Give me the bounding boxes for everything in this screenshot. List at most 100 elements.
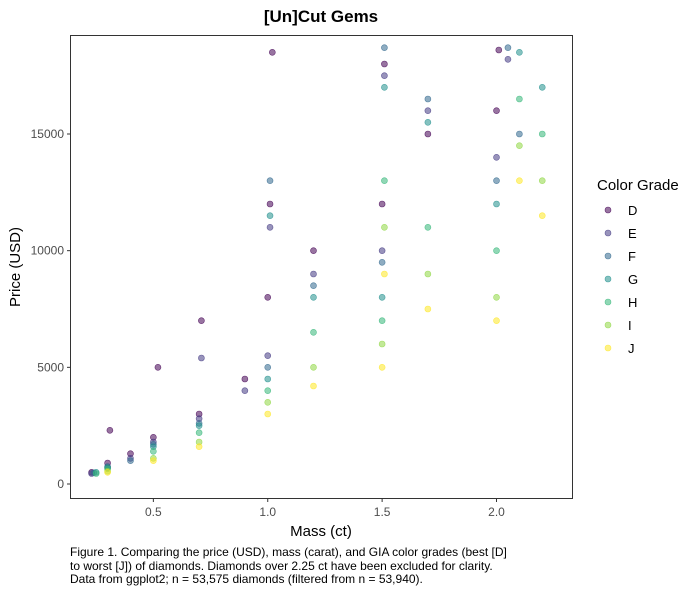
y-tick-label: 15000 <box>31 127 65 141</box>
data-point <box>381 44 388 51</box>
legend-key <box>604 344 612 352</box>
caption-line: to worst [J]) of diamonds. Diamonds over… <box>70 558 493 573</box>
data-point <box>150 457 157 464</box>
data-point <box>424 130 432 138</box>
series-H <box>92 95 546 477</box>
data-point <box>264 387 272 394</box>
data-point <box>424 107 432 114</box>
data-point <box>516 49 523 56</box>
legend-label: G <box>628 272 638 287</box>
data-point <box>378 340 386 348</box>
data-point <box>264 294 272 301</box>
data-point <box>493 200 500 208</box>
y-tick-label: 10000 <box>31 244 65 258</box>
x-tick-label: 1.5 <box>374 505 391 519</box>
data-point <box>310 364 317 371</box>
y-tick-label: 5000 <box>37 360 64 374</box>
data-point <box>310 382 317 390</box>
data-point <box>104 469 111 476</box>
data-point <box>381 60 388 68</box>
x-axis-label: Mass (ct) <box>290 523 352 540</box>
data-point <box>378 294 386 301</box>
series-I <box>104 142 546 475</box>
series-D <box>88 46 503 476</box>
data-point <box>195 429 203 436</box>
data-point <box>241 387 249 394</box>
legend-label: E <box>628 226 637 241</box>
legend-label: D <box>628 203 637 218</box>
data-point <box>378 259 386 266</box>
data-point <box>92 470 100 477</box>
data-point <box>195 443 203 450</box>
plot-area <box>88 44 546 477</box>
data-point <box>269 49 276 56</box>
data-point <box>310 329 317 336</box>
series-F <box>90 44 523 477</box>
data-point <box>266 200 274 208</box>
figure-caption: Figure 1. Comparing the price (USD), mas… <box>70 545 670 587</box>
data-point <box>424 119 432 126</box>
legend-key <box>604 275 612 283</box>
x-tick-label: 1.0 <box>259 505 276 519</box>
data-point <box>493 107 500 114</box>
data-point <box>538 177 546 184</box>
data-point <box>538 84 546 91</box>
data-point <box>516 142 523 149</box>
data-point <box>493 177 500 184</box>
data-point <box>504 44 512 51</box>
data-point <box>381 224 388 231</box>
caption-line: Data from ggplot2; n = 53,575 diamonds (… <box>70 572 423 586</box>
data-point <box>266 224 274 231</box>
data-point <box>310 282 317 289</box>
data-point <box>106 427 114 434</box>
series-G <box>92 49 546 476</box>
legend-key <box>604 206 612 214</box>
series-J <box>104 177 546 476</box>
data-point <box>264 375 272 383</box>
data-point <box>538 130 546 138</box>
data-point <box>495 46 503 54</box>
data-point <box>378 247 386 254</box>
data-point <box>381 72 388 79</box>
axes: 0.5 1.0 1.5 2.0 0 5000 10000 15000 <box>31 127 506 519</box>
chart-title: [Un]Cut Gems <box>264 7 378 26</box>
caption-line: Figure 1. Comparing the price (USD), mas… <box>70 545 507 559</box>
legend-label: H <box>628 295 637 310</box>
data-point <box>516 177 523 184</box>
data-point <box>424 95 432 103</box>
data-point <box>264 364 272 371</box>
data-point <box>195 422 203 429</box>
legend-title: Color Grade <box>597 177 679 194</box>
series-E <box>88 56 512 477</box>
data-point <box>150 448 157 455</box>
data-point <box>504 56 512 63</box>
data-point <box>266 177 274 184</box>
legend-label: F <box>628 249 636 264</box>
legend-label: J <box>628 341 635 356</box>
data-point <box>154 364 162 371</box>
data-point <box>310 294 317 301</box>
data-point <box>493 247 500 254</box>
data-point <box>264 399 272 406</box>
data-point <box>310 270 317 278</box>
data-point <box>198 354 205 362</box>
y-axis-label: Price (USD) <box>7 227 24 307</box>
legend-key <box>604 298 612 306</box>
data-point <box>241 375 249 383</box>
data-point <box>424 224 432 231</box>
data-point <box>381 270 388 278</box>
x-tick-label: 2.0 <box>488 505 505 519</box>
data-point <box>381 84 388 91</box>
legend-label: I <box>628 318 632 333</box>
data-point <box>310 247 317 254</box>
data-point <box>538 212 546 219</box>
data-point <box>516 95 523 103</box>
data-point <box>516 130 523 138</box>
data-point <box>493 154 500 161</box>
data-point <box>493 294 500 301</box>
data-point <box>198 317 205 324</box>
legend-key <box>604 321 612 329</box>
data-point <box>424 305 432 313</box>
